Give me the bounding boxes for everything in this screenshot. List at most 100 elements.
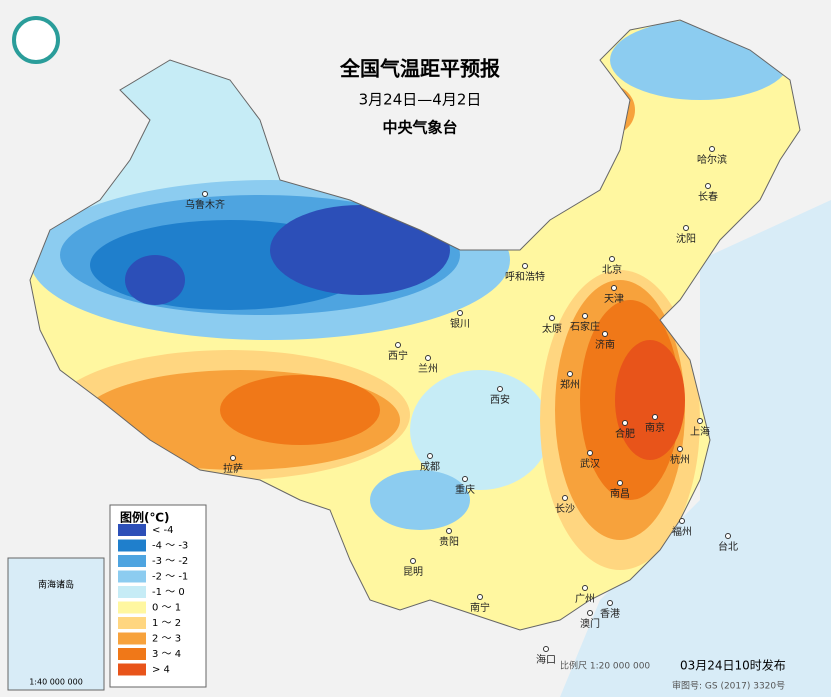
city-dot: [609, 256, 615, 262]
inset-scale: 1:40 000 000: [29, 678, 83, 687]
legend-swatch: [118, 617, 146, 629]
city-label: 海口: [536, 653, 556, 666]
legend-label: 3 ～ 4: [152, 649, 181, 660]
legend: < -4 -4 ～ -3 -3 ～ -2 -2 ～ -1 -1 ～ 0 0 ～ 1 1 ～ …: [118, 524, 188, 676]
city-label: 杭州: [670, 453, 690, 466]
city-dot: [683, 225, 689, 231]
city-dot: [230, 455, 236, 461]
city-label: 武汉: [580, 457, 600, 470]
city-label: 昆明: [403, 566, 423, 578]
city-label: 重庆: [455, 483, 475, 496]
city-label: 福州: [672, 525, 692, 538]
city-dot: [497, 386, 503, 392]
legend-label: > 4: [152, 665, 170, 676]
city-dot: [587, 450, 593, 456]
city-label: 西安: [490, 393, 510, 406]
city-label: 太原: [542, 322, 562, 335]
city-label: 天津: [604, 293, 624, 305]
legend-label: 0 ～ 1: [152, 603, 181, 614]
city-label: 贵阳: [439, 535, 459, 548]
city-dot: [611, 285, 617, 291]
city-label: 合肥: [615, 427, 635, 440]
legend-label: -2 ～ -1: [152, 572, 188, 583]
city-dot: [602, 331, 608, 337]
city-dot: [202, 191, 208, 197]
city-label: 西宁: [388, 349, 408, 362]
city-label: 拉萨: [223, 462, 243, 475]
city-dot: [652, 414, 658, 420]
city-label: 呼和浩特: [505, 271, 545, 283]
inset-title: 南海诸岛: [38, 579, 74, 591]
city-label: 郑州: [560, 378, 580, 391]
city-dot: [462, 476, 468, 482]
legend-swatch: [118, 586, 146, 598]
city-dot: [705, 183, 711, 189]
city-label: 长沙: [555, 503, 575, 515]
city-dot: [522, 263, 528, 269]
city-label: 澳门: [580, 617, 600, 630]
city-dot: [410, 558, 416, 564]
city-dot: [679, 518, 685, 524]
legend-swatch: [118, 539, 146, 552]
city-label: 南昌: [610, 487, 630, 500]
logo: [12, 16, 60, 64]
issued: 03月24日10时发布: [680, 658, 786, 673]
zone: [370, 470, 470, 530]
city-label: 广州: [575, 593, 595, 605]
legend-swatch: [118, 601, 146, 614]
city-label: 北京: [602, 263, 622, 276]
city-dot: [549, 315, 555, 321]
legend-swatch: [118, 632, 146, 645]
legend-label: -4 ～ -3: [152, 541, 188, 552]
city-dot: [446, 528, 452, 534]
city-label: 济南: [595, 338, 615, 351]
city-dot: [617, 480, 623, 486]
city-dot: [725, 533, 731, 539]
zone: [220, 375, 380, 445]
city-label: 哈尔滨: [697, 153, 727, 166]
legend-label: < -4: [152, 525, 174, 536]
city-dot: [587, 610, 593, 616]
legend-swatch: [118, 570, 146, 583]
city-label: 南宁: [470, 601, 490, 614]
city-dot: [622, 420, 628, 426]
legend-label: 2 ～ 3: [152, 634, 181, 645]
city-dot: [543, 646, 549, 652]
city-dot: [457, 310, 463, 316]
city-label: 兰州: [418, 362, 438, 375]
city-label: 上海: [690, 425, 710, 438]
city-dot: [677, 446, 683, 452]
zone: [410, 370, 550, 490]
legend-label: 1 ～ 2: [152, 618, 181, 629]
city-label: 石家庄: [570, 320, 600, 333]
city-label: 乌鲁木齐: [185, 198, 225, 211]
city-label: 银川: [450, 317, 470, 330]
period: 3月24日—4月2日: [359, 91, 482, 109]
city-dot: [709, 146, 715, 152]
city-dot: [477, 594, 483, 600]
legend-label: -3 ～ -2: [152, 556, 188, 567]
city-dot: [562, 495, 568, 501]
scale: 比例尺 1:20 000 000: [560, 660, 650, 672]
legend-swatch: [118, 555, 146, 567]
zone: [615, 340, 685, 460]
city-dot: [395, 342, 401, 348]
city-dot: [582, 313, 588, 319]
legend-title: 图例(℃): [120, 510, 170, 525]
zone: [270, 205, 450, 295]
city-label: 长春: [698, 191, 718, 203]
city-label: 沈阳: [676, 232, 696, 245]
city-dot: [425, 355, 431, 361]
city-label: 南京: [645, 421, 665, 434]
city-label: 香港: [600, 608, 620, 620]
city-dot: [427, 453, 433, 459]
city-label: 台北: [718, 540, 738, 553]
legend-swatch: [118, 524, 146, 536]
agency: 中央气象台: [382, 119, 457, 137]
inset: [7, 557, 105, 691]
legend-swatch: [118, 648, 146, 660]
city-dot: [607, 600, 613, 606]
